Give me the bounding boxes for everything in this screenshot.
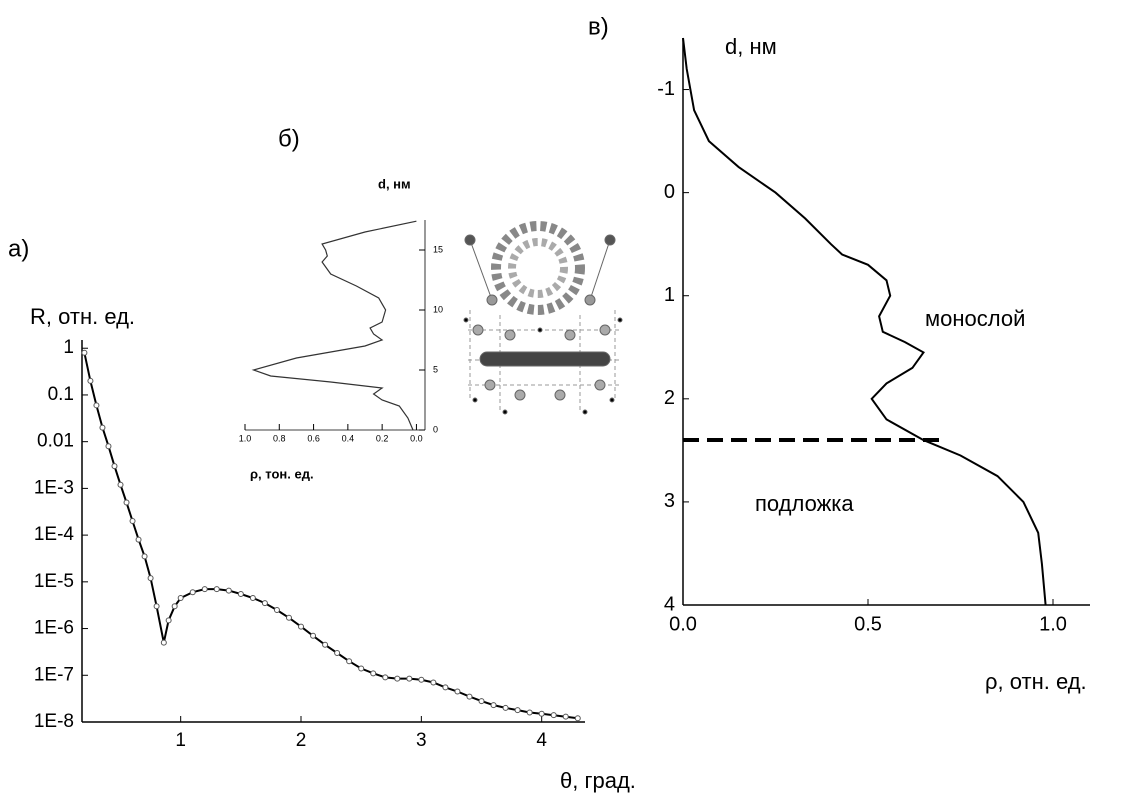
x-tick-label: 1 [175, 730, 186, 751]
data-point [165, 617, 172, 624]
data-point [550, 712, 557, 719]
data-point [153, 603, 160, 610]
data-point [526, 709, 533, 716]
data-point [538, 710, 545, 717]
panel-label: б) [278, 125, 300, 152]
data-point [111, 463, 118, 470]
x-tick-label: 0.5 [854, 613, 882, 635]
data-line [251, 220, 417, 431]
data-point [442, 684, 449, 691]
data-point [171, 603, 178, 610]
x-tick-label: 1.0 [1039, 613, 1067, 635]
x-tick-label: 0.6 [307, 433, 320, 443]
data-point [177, 595, 184, 602]
data-point [454, 688, 461, 695]
data-point [189, 589, 196, 596]
y-tick-label: 1 [664, 284, 675, 306]
data-point [160, 639, 167, 646]
data-point [514, 707, 521, 714]
data-line [682, 37, 1047, 606]
data-point [298, 623, 305, 630]
data-point [322, 641, 329, 648]
x-tick-label: 0.0 [669, 613, 697, 635]
data-point [99, 424, 106, 431]
data-point [147, 575, 154, 582]
data-point [310, 632, 317, 639]
y-tick-label: 1E-5 [34, 571, 74, 592]
data-point [346, 658, 353, 665]
y-axis-label: R, отн. ед. [30, 304, 135, 329]
data-point [285, 614, 292, 621]
data-point [370, 670, 377, 677]
data-point [87, 377, 94, 384]
data-point [478, 698, 485, 705]
y-tick-label: 0 [433, 424, 438, 434]
y-tick-label: 0.1 [48, 384, 74, 405]
y-tick-label: 0 [664, 181, 675, 203]
data-point [490, 702, 497, 709]
x-tick-label: 3 [416, 730, 427, 751]
x-axis-label: θ, град. [560, 768, 636, 793]
y-tick-label: 1E-7 [34, 664, 74, 685]
annotation: подложка [755, 491, 854, 516]
data-point [562, 713, 569, 720]
data-point [141, 553, 148, 560]
y-axis-label: d, нм [378, 176, 411, 191]
y-tick-label: 15 [433, 244, 443, 254]
data-point [358, 665, 365, 672]
y-tick-label: 1E-4 [34, 524, 75, 545]
data-point [117, 481, 124, 488]
y-tick-label: 3 [664, 490, 675, 512]
y-tick-label: 5 [433, 364, 438, 374]
data-point [430, 679, 437, 686]
data-point [93, 402, 100, 409]
y-tick-label: 1E-3 [34, 477, 74, 498]
data-point [273, 606, 280, 613]
data-line [83, 352, 578, 720]
y-axis-label: d, нм [725, 34, 777, 59]
data-point [249, 595, 256, 602]
data-point [418, 676, 425, 683]
data-point [334, 649, 341, 656]
x-tick-label: 4 [536, 730, 547, 751]
data-point [213, 586, 220, 593]
panel-label: в) [588, 13, 609, 40]
x-tick-label: 2 [296, 730, 307, 751]
data-point [394, 675, 401, 682]
data-point [261, 600, 268, 607]
x-axis-label: ρ, отн. ед. [985, 669, 1087, 694]
data-point [81, 349, 88, 356]
x-axis-label: ρ, тон. ед. [250, 466, 314, 481]
data-point [135, 536, 142, 543]
data-point [129, 518, 136, 525]
molecule-illustration [463, 221, 623, 415]
data-point [237, 590, 244, 597]
data-point [201, 586, 208, 593]
x-tick-label: 0.0 [410, 433, 423, 443]
data-point [502, 704, 509, 711]
y-tick-label: 2 [664, 387, 675, 409]
data-point [225, 587, 232, 594]
annotation: монослой [925, 306, 1025, 331]
x-tick-label: 0.4 [342, 433, 355, 443]
data-point [123, 499, 130, 506]
data-point [382, 674, 389, 681]
y-tick-label: -1 [657, 78, 675, 100]
data-point [466, 693, 473, 700]
data-point [105, 443, 112, 450]
y-tick-label: 1E-8 [34, 711, 74, 732]
x-tick-label: 1.0 [239, 433, 252, 443]
data-point [406, 675, 413, 682]
data-point [574, 715, 581, 722]
x-tick-label: 0.2 [376, 433, 389, 443]
y-tick-label: 1 [63, 337, 74, 358]
y-tick-label: 4 [664, 593, 675, 615]
y-tick-label: 1E-6 [34, 618, 74, 639]
y-tick-label: 10 [433, 304, 443, 314]
x-tick-label: 0.8 [273, 433, 286, 443]
panel-label: а) [8, 235, 29, 262]
y-tick-label: 0.01 [37, 431, 74, 452]
